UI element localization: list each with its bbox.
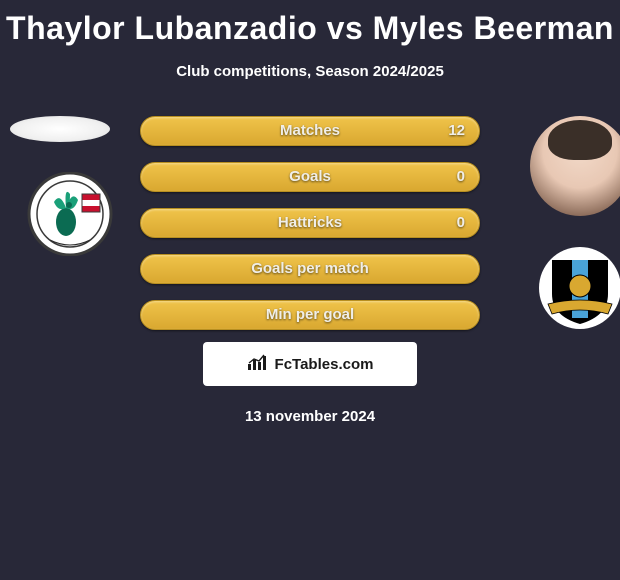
stat-bar-matches: Matches 12 [140, 116, 480, 146]
stat-label: Goals [141, 163, 479, 191]
page-title: Thaylor Lubanzadio vs Myles Beerman [0, 0, 620, 47]
stat-label: Matches [141, 117, 479, 145]
stat-value-right: 0 [457, 163, 465, 191]
subtitle: Club competitions, Season 2024/2025 [0, 63, 620, 80]
club-right-badge [530, 246, 620, 330]
comparison-content: Matches 12 Goals 0 Hattricks 0 Goals per… [0, 116, 620, 456]
stat-label: Goals per match [141, 255, 479, 283]
stat-value-right: 12 [448, 117, 465, 145]
fctables-watermark: FcTables.com [203, 342, 417, 386]
stat-label: Min per goal [141, 301, 479, 329]
stat-bar-goals: Goals 0 [140, 162, 480, 192]
stat-bars: Matches 12 Goals 0 Hattricks 0 Goals per… [140, 116, 480, 346]
bar-chart-icon [247, 353, 269, 376]
player-right-avatar [530, 116, 620, 216]
stat-bar-hattricks: Hattricks 0 [140, 208, 480, 238]
snapshot-date: 13 november 2024 [0, 408, 620, 425]
fctables-label: FcTables.com [275, 356, 374, 373]
stat-value-right: 0 [457, 209, 465, 237]
player-left-avatar [10, 116, 110, 142]
stat-bar-gpm: Goals per match [140, 254, 480, 284]
stat-bar-mpg: Min per goal [140, 300, 480, 330]
stat-label: Hattricks [141, 209, 479, 237]
club-left-badge [20, 172, 120, 256]
